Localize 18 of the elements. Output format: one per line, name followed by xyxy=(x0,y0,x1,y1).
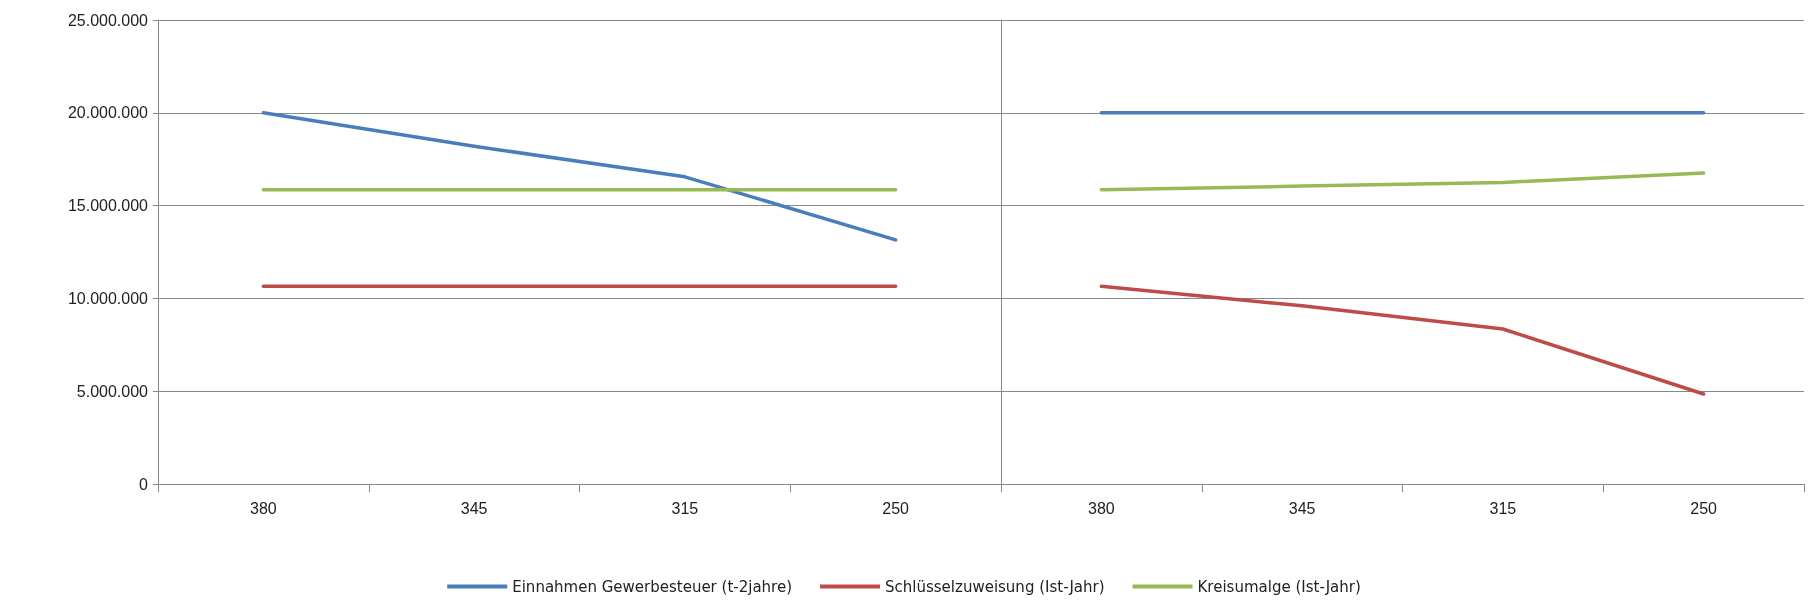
x-tick-label: 315 xyxy=(671,499,699,517)
y-tick-label: 15.000.000 xyxy=(67,197,149,215)
legend-label: Kreisumalge (Ist-Jahr) xyxy=(1197,577,1361,596)
line-series xyxy=(261,111,898,242)
x-tick-label: 315 xyxy=(1489,499,1517,517)
y-tick-label: 0 xyxy=(139,475,149,493)
x-tick-label: 380 xyxy=(250,499,277,517)
x-tick-label: 250 xyxy=(882,499,910,517)
y-tick-label: 5.000.000 xyxy=(76,382,149,400)
x-tick-label: 250 xyxy=(1690,499,1718,517)
x-tick-label: 345 xyxy=(1288,499,1316,517)
legend-label: Einnahmen Gewerbesteuer (t-2jahre) xyxy=(512,577,793,596)
x-tick-label: 345 xyxy=(460,499,488,517)
y-tick-label: 10.000.000 xyxy=(67,289,149,307)
y-tick-label: 20.000.000 xyxy=(67,104,149,122)
legend-label: Schlüsselzuweisung (Ist-Jahr) xyxy=(885,577,1105,596)
y-tick-label: 25.000.000 xyxy=(67,11,149,29)
x-tick-label: 380 xyxy=(1088,499,1115,517)
